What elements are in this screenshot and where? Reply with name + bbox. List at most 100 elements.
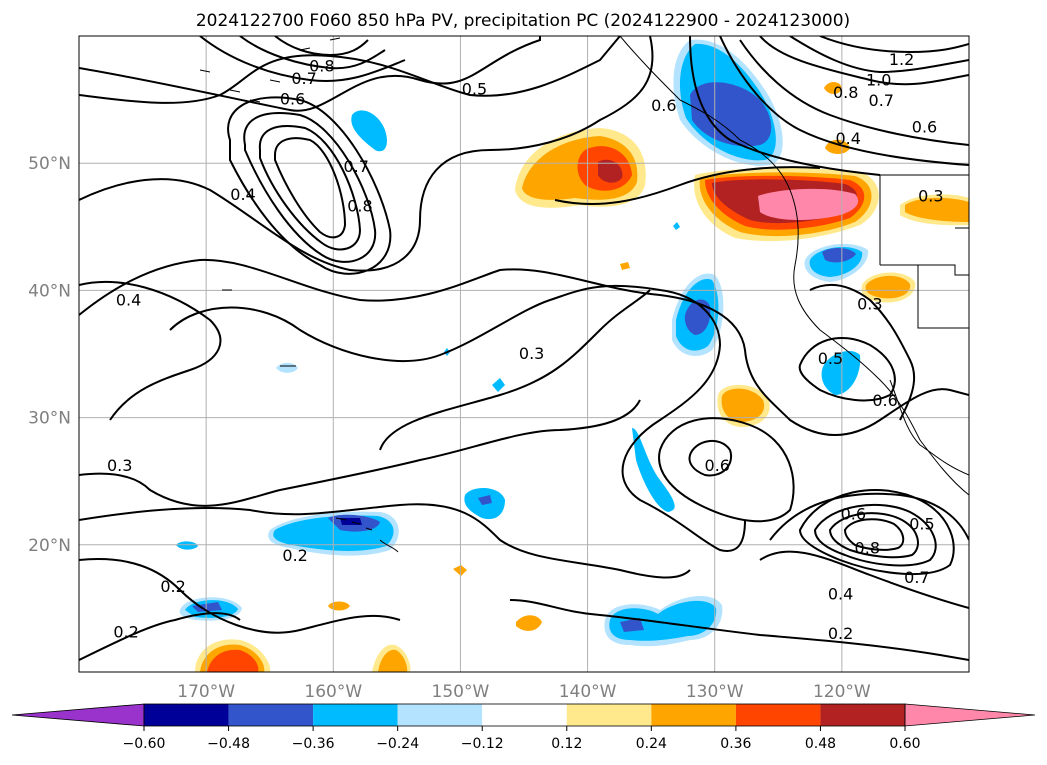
colorbar-tick-label: 0.24 [636, 736, 667, 752]
precip-negative-area [192, 602, 222, 612]
colorbar-segment [566, 704, 652, 726]
pv-contour-line [239, 36, 386, 70]
colorbar: −0.60 −0.48 −0.36 −0.24 −0.12 0.12 0.24 0.36 0.4… [11, 703, 1036, 752]
contour-label: 0.2 [828, 624, 853, 643]
colorbar-segment [482, 704, 567, 726]
pv-contour-line [79, 36, 541, 112]
contour-label: 0.3 [857, 294, 882, 313]
contour-label: 0.2 [113, 623, 138, 642]
pv-contour-line [843, 518, 905, 551]
precip-positive-area [378, 649, 408, 672]
contour-label: 0.6 [872, 391, 897, 410]
colorbar-segment [735, 704, 821, 726]
precip-positive-area [905, 197, 969, 222]
gridlines [79, 36, 969, 672]
contour-label: 0.8 [855, 539, 880, 558]
colorbar-extend-max [904, 703, 1036, 727]
pv-contour-line [79, 258, 969, 436]
colorbar-tick-label: −0.12 [461, 736, 504, 752]
precip-positive-area [516, 615, 542, 631]
pv-contour-line [688, 440, 733, 477]
pv-contour-line [759, 550, 969, 609]
pv-contour-line [769, 492, 969, 541]
contour-label: 0.2 [160, 577, 185, 596]
contour-label: 0.5 [909, 514, 934, 533]
y-tick-label: 40°N [28, 281, 71, 301]
precip-positive-area [207, 649, 259, 672]
contour-label: 0.3 [918, 186, 943, 205]
pv-contour-line [689, 36, 881, 176]
colorbar-segment [651, 704, 736, 726]
pv-contour-line [79, 503, 691, 579]
pv-contour-line [258, 125, 362, 251]
contour-label: 0.3 [519, 344, 544, 363]
pv-contour-line [274, 36, 369, 57]
chart-title: 2024122700 F060 850 hPa PV, precipitatio… [196, 11, 850, 31]
colorbar-tick-label: 0.12 [551, 736, 582, 752]
pv-contour-line [79, 399, 641, 507]
contour-label: 0.7 [291, 69, 316, 88]
x-tick-label: 140°W [559, 682, 617, 702]
contour-label: 0.6 [280, 90, 305, 109]
y-tick-label: 20°N [28, 536, 71, 556]
contour-label: 0.6 [841, 504, 866, 523]
precip-negative-area [351, 110, 387, 152]
contour-label: 0.5 [462, 79, 487, 98]
pv-contour-line [79, 36, 654, 272]
contour-labels: 0.80.70.60.50.70.80.40.40.30.30.20.20.21… [107, 50, 944, 643]
contour-label: 0.6 [651, 96, 676, 115]
north-america-coastline [619, 36, 969, 496]
y-tick-labels: 20°N 30°N 40°N 50°N [28, 154, 71, 556]
contour-label: 1.0 [866, 71, 891, 90]
pv-contour-line [243, 112, 377, 263]
colorbar-tick-label: −0.48 [207, 736, 250, 752]
pv-contour-line [798, 489, 955, 575]
pv-contour-line [828, 512, 919, 559]
contour-label: 1.2 [889, 50, 914, 69]
pv-contour-line [813, 503, 937, 567]
contour-label: 0.6 [912, 118, 937, 137]
map-frame [78, 35, 970, 673]
precip-negative-area [673, 222, 680, 230]
precip-positive-area [620, 262, 630, 270]
pv-contour-line [509, 599, 969, 661]
precip-negative-area [609, 600, 717, 641]
pv-contour-line [79, 612, 241, 661]
pv-contour-line [379, 289, 651, 451]
colorbar-tick-label: 0.48 [805, 736, 836, 752]
contour-label: 0.4 [230, 185, 255, 204]
pv-contour-line [169, 284, 746, 552]
pv-contour-line [809, 283, 916, 421]
contour-label: 0.8 [309, 57, 334, 76]
precip-negative-area [690, 82, 772, 147]
x-tick-labels: 170°W 160°W 150°W 140°W 130°W 120°W [177, 682, 871, 702]
colorbar-tick-label: 0.60 [889, 736, 920, 752]
pv-contours [79, 36, 969, 661]
colorbar-segment [313, 704, 398, 726]
contour-label: 0.3 [107, 456, 132, 475]
precip-positive-area [598, 159, 623, 183]
pv-contour-line [798, 336, 896, 402]
pv-contour-line [79, 558, 401, 634]
colorbar-tick-label: −0.60 [123, 736, 166, 752]
x-tick-label: 160°W [304, 682, 362, 702]
precip-negative-area [620, 618, 644, 632]
precip-negative-area [821, 350, 861, 395]
contour-label: 0.4 [828, 584, 853, 603]
contour-label: 0.6 [705, 456, 730, 475]
x-tick-label: 120°W [813, 682, 871, 702]
contour-label: 0.4 [835, 129, 860, 148]
contour-label: 0.7 [904, 568, 929, 587]
contour-label: 0.8 [347, 196, 372, 215]
map-background [79, 36, 969, 672]
pv-contour-line [719, 36, 969, 166]
precip-negative-area [176, 541, 198, 550]
precip-negative-area [632, 428, 675, 512]
precip-negative-area [822, 248, 856, 263]
contour-label: 0.4 [116, 291, 141, 310]
precip-negative-area [478, 495, 492, 505]
colorbar-segment [144, 704, 229, 726]
y-tick-label: 30°N [28, 409, 71, 429]
colorbar-extend-min [11, 703, 145, 727]
aleutian-outline [199, 37, 341, 103]
